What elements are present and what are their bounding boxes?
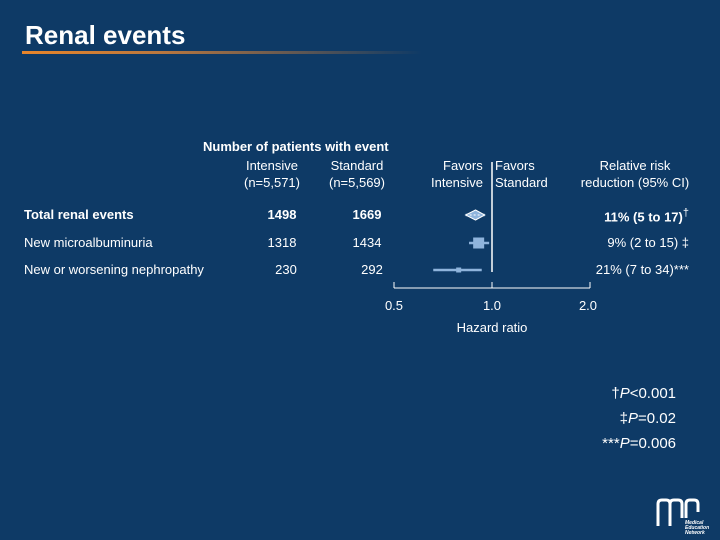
svg-text:Network: Network [685, 530, 705, 534]
tick-label-1-0: 1.0 [482, 298, 502, 313]
x-axis-label: Hazard ratio [456, 320, 528, 335]
square-marker-2 [473, 237, 485, 249]
svg-text:Education: Education [685, 525, 709, 531]
col-intensive-line1: Intensive [245, 158, 299, 173]
footnote-1-symbol: † [611, 385, 620, 402]
row-total-standard: 1669 [352, 207, 382, 222]
tick-label-0-5: 0.5 [384, 298, 404, 313]
row-neph-rr: 21% (7 to 34)*** [595, 262, 689, 277]
square-marker-3 [456, 267, 462, 273]
favors-intensive-line2: Intensive [431, 175, 484, 190]
svg-text:Medical: Medical [685, 520, 704, 526]
favors-standard-line1: Favors [495, 158, 535, 173]
footnote-3-label: P [619, 435, 630, 452]
row-total-rr: 11% (5 to 17)† [540, 207, 689, 224]
footnote-2-label: P [628, 410, 639, 427]
footnote-2-symbol: ‡ [619, 410, 629, 427]
row-neph-intensive: 230 [275, 262, 297, 277]
row-total-intensive: 1498 [267, 207, 297, 222]
row-micro-standard: 1434 [352, 235, 382, 250]
row-total-rr-mark: † [682, 207, 689, 219]
row-label-nephropathy: New or worsening nephropathy [24, 262, 204, 277]
col-standard-line2: (n=5,569) [328, 175, 385, 190]
forest-marks [393, 162, 591, 289]
favors-intensive-line1: Favors [443, 158, 483, 173]
col-rr-line2: reduction (95% CI) [580, 175, 690, 190]
footnote-3: ***P=0.006 [520, 435, 676, 452]
row-neph-standard: 292 [361, 262, 383, 277]
footnote-2: ‡P=0.02 [520, 410, 676, 427]
tick-label-2-0: 2.0 [578, 298, 598, 313]
row-label-total-renal: Total renal events [24, 207, 134, 222]
row-label-microalbuminuria: New microalbuminuria [24, 235, 153, 250]
col-rr-line1: Relative risk [599, 158, 671, 173]
col-intensive-line2: (n=5,571) [243, 175, 300, 190]
footnote-2-value: =0.02 [638, 410, 676, 427]
group-header: Number of patients with event [203, 139, 389, 154]
slide-title: Renal events [25, 20, 186, 50]
favors-standard-line2: Standard [495, 175, 548, 190]
title-underline [22, 51, 422, 54]
row-total-rr-text: 11% (5 to 17) [604, 209, 683, 225]
row-micro-intensive: 1318 [267, 235, 297, 250]
col-standard-line1: Standard [330, 158, 384, 173]
footnote-1: †P<0.001 [520, 385, 676, 402]
footnote-1-label: P [619, 385, 630, 402]
footnote-3-symbol: *** [602, 435, 620, 452]
footnote-1-value: <0.001 [629, 385, 676, 402]
row-micro-rr: 9% (2 to 15) ‡ [607, 235, 689, 250]
footnote-3-value: =0.006 [629, 435, 676, 452]
men-logo-icon: Medical Education Network [656, 498, 709, 534]
